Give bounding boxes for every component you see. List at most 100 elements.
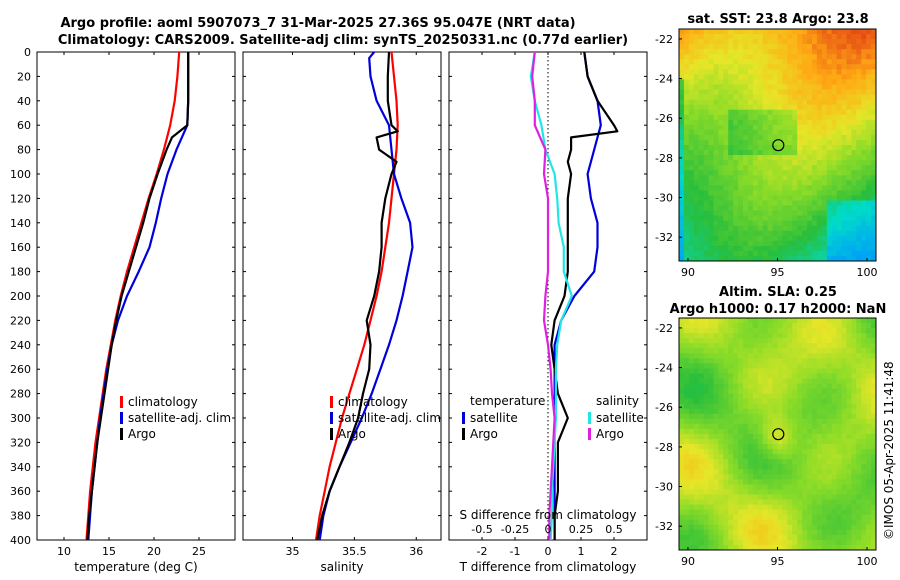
map-pixel xyxy=(757,54,764,60)
map-pixel xyxy=(762,139,769,146)
map-pixel xyxy=(807,484,813,490)
map-pixel xyxy=(772,165,778,171)
map-pixel xyxy=(757,114,764,121)
imos-watermark: ©IMOS 05-Apr-2025 11:41:48 xyxy=(882,361,896,540)
map-pixel xyxy=(821,454,828,460)
map-pixel xyxy=(841,484,847,490)
map-pixel xyxy=(851,358,857,364)
map-pixel xyxy=(841,84,847,90)
map-pixel xyxy=(683,134,690,141)
map-pixel xyxy=(762,323,769,329)
legend-s-argo-label: Argo xyxy=(596,427,624,441)
map-pixel xyxy=(787,165,793,171)
map-pixel xyxy=(767,504,773,511)
map-pixel xyxy=(841,245,847,252)
map-pixel xyxy=(836,328,842,334)
map-pixel xyxy=(762,84,769,90)
map-pixel xyxy=(698,255,705,262)
map-pixel xyxy=(698,459,705,465)
map-pixel xyxy=(782,534,788,541)
map-pixel xyxy=(846,534,852,541)
map-pixel xyxy=(679,494,685,500)
map-pixel xyxy=(743,459,749,465)
map-pixel xyxy=(777,190,783,196)
map-pixel xyxy=(708,49,714,55)
map-pixel xyxy=(831,318,837,324)
map-pixel xyxy=(856,170,862,176)
map-pixel xyxy=(743,393,749,400)
map-pixel xyxy=(821,484,828,490)
map-pixel xyxy=(762,544,769,551)
map-pixel xyxy=(792,165,798,171)
map-pixel xyxy=(846,484,852,490)
map-pixel xyxy=(787,454,793,460)
map-pixel xyxy=(802,64,808,70)
map-pixel xyxy=(762,59,769,65)
map-pixel xyxy=(698,489,705,495)
map-pixel xyxy=(841,145,847,151)
map-pixel xyxy=(752,250,759,257)
map-pixel xyxy=(802,353,808,359)
map-pixel xyxy=(851,514,857,521)
map-pixel xyxy=(871,489,877,495)
map-pixel xyxy=(861,504,867,511)
map-pixel xyxy=(698,175,705,181)
map-pixel xyxy=(693,89,700,95)
map-pixel xyxy=(693,155,700,161)
map-pixel xyxy=(767,225,773,232)
map-pixel xyxy=(831,479,837,485)
map-pixel xyxy=(679,225,685,232)
map-pixel xyxy=(811,160,818,166)
map-pixel xyxy=(792,423,798,430)
map-pixel xyxy=(866,514,872,521)
map-pixel xyxy=(703,509,709,516)
map-pixel xyxy=(836,393,842,400)
map-pixel xyxy=(693,504,700,511)
map-pixel xyxy=(792,388,798,395)
map-pixel xyxy=(757,250,764,257)
map-pixel xyxy=(723,150,729,156)
map-pixel xyxy=(767,220,773,227)
map-pixel xyxy=(752,190,759,196)
map-pixel xyxy=(856,200,862,206)
map-pixel xyxy=(683,464,690,470)
map-pixel xyxy=(787,499,793,506)
map-pixel xyxy=(802,388,808,395)
map-pixel xyxy=(807,464,813,470)
map-pixel xyxy=(703,44,709,50)
map-pixel xyxy=(747,333,754,339)
map-pixel xyxy=(861,363,867,369)
map-pixel xyxy=(743,145,749,151)
map-pixel xyxy=(738,69,744,75)
map-pixel xyxy=(683,383,690,390)
map-pixel xyxy=(846,79,852,85)
map-pixel xyxy=(807,333,813,339)
map-pixel xyxy=(826,519,833,526)
map-pixel xyxy=(821,44,828,50)
depth-tick-label: 100 xyxy=(10,168,31,181)
map-pixel xyxy=(752,44,759,50)
map-pixel xyxy=(688,255,695,262)
map-pixel xyxy=(841,368,847,374)
map-pixel xyxy=(802,69,808,75)
map-pixel xyxy=(762,145,769,151)
map-pixel xyxy=(797,195,803,201)
map-pixel xyxy=(698,439,705,445)
map-pixel xyxy=(802,343,808,349)
map-pixel xyxy=(718,74,724,80)
map-pixel xyxy=(792,504,798,511)
map-pixel xyxy=(743,368,749,374)
map-pixel xyxy=(821,59,828,65)
map-pixel xyxy=(733,175,739,181)
map-pixel xyxy=(792,474,798,480)
map-pixel xyxy=(821,363,828,369)
map-pixel xyxy=(846,514,852,521)
map-pixel xyxy=(811,378,818,384)
map-pixel xyxy=(866,220,872,227)
map-pixel xyxy=(683,180,690,186)
map-pixel xyxy=(693,29,700,35)
map-pixel xyxy=(807,343,813,349)
map-pixel xyxy=(688,225,695,232)
temperature-plot-layer: 10 15 20 25 xyxy=(57,51,206,558)
map-pixel xyxy=(807,514,813,521)
